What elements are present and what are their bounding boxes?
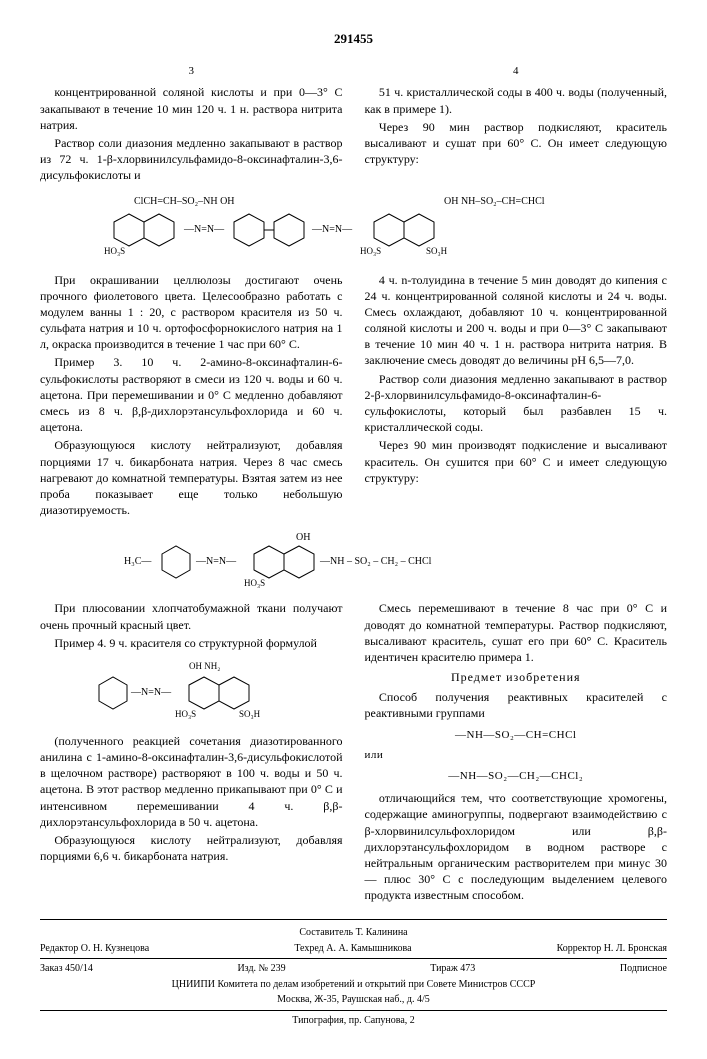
para: концентрированной соляной кислоты и при … bbox=[40, 84, 343, 133]
para: Смесь перемешивают в течение 8 час при 0… bbox=[365, 600, 668, 665]
col-num-left: 3 bbox=[40, 64, 343, 79]
svg-text:—N=N—: —N=N— bbox=[195, 556, 237, 567]
footer-org1: ЦНИИПИ Комитета по делам изобретений и о… bbox=[40, 978, 667, 992]
formula-label: ClCH=CH–SO₂–NH OH bbox=[134, 196, 235, 207]
svg-text:OH NH₂: OH NH₂ bbox=[189, 661, 220, 671]
col-num-right: 4 bbox=[365, 64, 668, 79]
footer-org2: Москва, Ж-35, Раушская наб., д. 4/5 bbox=[40, 993, 667, 1007]
claims-heading: Предмет изобретения bbox=[365, 669, 668, 685]
svg-text:HO₃S: HO₃S bbox=[175, 709, 196, 719]
columns-lower: При плюсовании хлопчатобумажной ткани по… bbox=[40, 600, 667, 905]
column-right: Смесь перемешивают в течение 8 час при 0… bbox=[365, 600, 668, 905]
or-label: или bbox=[365, 748, 668, 763]
svg-text:H₃C—: H₃C— bbox=[124, 556, 152, 567]
svg-text:HO₃S: HO₃S bbox=[104, 246, 125, 256]
chemical-structure-1: ClCH=CH–SO₂–NH OH OH NH–SO₂–CH=CHCl HO₃S… bbox=[40, 192, 667, 262]
svg-text:SO₃H: SO₃H bbox=[239, 709, 261, 719]
para: Раствор соли диазония медленно закапываю… bbox=[40, 135, 343, 184]
document-number: 291455 bbox=[40, 30, 667, 48]
para: 51 ч. кристаллической соды в 400 ч. воды… bbox=[365, 84, 668, 116]
formula-label: OH NH–SO₂–CH=CHCl bbox=[444, 196, 545, 207]
columns-upper: 3 концентрированной соляной кислоты и пр… bbox=[40, 64, 667, 186]
para: Раствор соли диазония медленно закапываю… bbox=[365, 371, 668, 436]
svg-text:—N=N—: —N=N— bbox=[130, 687, 172, 698]
column-right: 4 ч. n-толуидина в течение 5 мин доводят… bbox=[365, 272, 668, 521]
para: При плюсовании хлопчатобумажной ткани по… bbox=[40, 600, 343, 632]
footer-edition: Изд. № 239 bbox=[237, 962, 285, 976]
para: отличающийся тем, что соответствующие хр… bbox=[365, 790, 668, 903]
footer-compiler: Составитель Т. Калинина bbox=[40, 926, 667, 940]
chemical-structure-3: OH NH₂ —N=N— HO₃S SO₃H bbox=[40, 657, 343, 723]
reactive-group-2: —NH—SO₂—CH₂—CHCl₂ bbox=[365, 769, 668, 784]
column-right: 4 51 ч. кристаллической соды в 400 ч. во… bbox=[365, 64, 668, 186]
chemical-structure-2: H₃C— —N=N— OH HO₃S —NH – SO₂ – CH₂ – CHC… bbox=[40, 526, 667, 590]
reactive-group-1: —NH—SO₂—CH=CHCl bbox=[365, 728, 668, 743]
svg-text:SO₃H: SO₃H bbox=[426, 246, 448, 256]
svg-text:HO₃S: HO₃S bbox=[360, 246, 381, 256]
para: Способ получения реактивных красителей с… bbox=[365, 689, 668, 721]
para: Пример 3. 10 ч. 2-амино-8-оксинафталин-6… bbox=[40, 354, 343, 435]
column-left: При окрашивании целлюлозы достигают очен… bbox=[40, 272, 343, 521]
svg-text:HO₃S: HO₃S bbox=[244, 578, 265, 588]
svg-text:—NH – SO₂ – CH₂ – CHCl: —NH – SO₂ – CH₂ – CHCl bbox=[319, 556, 432, 567]
footer-tirage: Тираж 473 bbox=[430, 962, 475, 976]
footer-tech: Техред А. А. Камышникова bbox=[294, 942, 411, 956]
svg-text:—N=N—: —N=N— bbox=[311, 224, 353, 235]
para: 4 ч. n-толуидина в течение 5 мин доводят… bbox=[365, 272, 668, 369]
para: (полученного реакцией сочетания диазотир… bbox=[40, 733, 343, 830]
para: Образующуюся кислоту нейтрализуют, добав… bbox=[40, 832, 343, 864]
column-left: 3 концентрированной соляной кислоты и пр… bbox=[40, 64, 343, 186]
para: Через 90 мин производят подкисление и вы… bbox=[365, 437, 668, 486]
svg-text:OH: OH bbox=[296, 532, 310, 543]
footer-subscr: Подписное bbox=[620, 962, 667, 976]
para: Пример 4. 9 ч. красителя со структурной … bbox=[40, 635, 343, 651]
para: Образующуюся кислоту нейтрализуют, добав… bbox=[40, 437, 343, 518]
footer-typography: Типография, пр. Сапунова, 2 bbox=[40, 1014, 667, 1028]
footer-corrector: Корректор Н. Л. Бронская bbox=[557, 942, 667, 956]
footer: Составитель Т. Калинина Редактор О. Н. К… bbox=[40, 919, 667, 1027]
footer-editor: Редактор О. Н. Кузнецова bbox=[40, 942, 149, 956]
columns-middle: При окрашивании целлюлозы достигают очен… bbox=[40, 272, 667, 521]
para: При окрашивании целлюлозы достигают очен… bbox=[40, 272, 343, 353]
para: Через 90 мин раствор подкисляют, красите… bbox=[365, 119, 668, 168]
svg-text:—N=N—: —N=N— bbox=[183, 224, 225, 235]
footer-order: Заказ 450/14 bbox=[40, 962, 93, 976]
column-left: При плюсовании хлопчатобумажной ткани по… bbox=[40, 600, 343, 905]
